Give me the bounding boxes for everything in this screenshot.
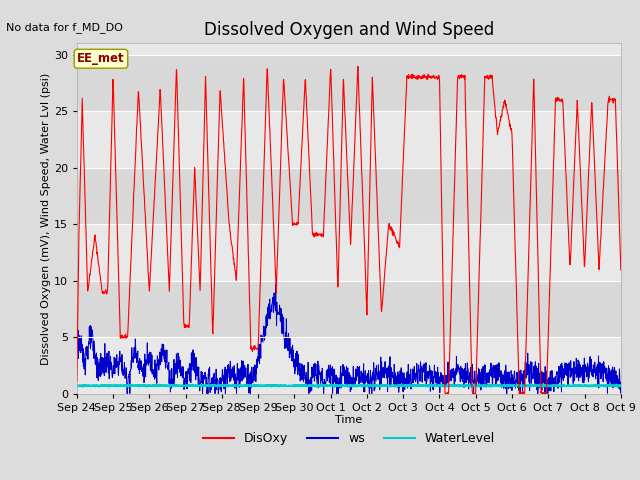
WaterLevel xyxy=(79,384,87,390)
Bar xyxy=(77,168,621,224)
WaterLevel xyxy=(317,382,324,387)
ws xyxy=(502,362,509,368)
DisOxy xyxy=(337,154,345,160)
DisOxy xyxy=(323,151,331,156)
Bar xyxy=(77,55,621,111)
Bar xyxy=(77,337,621,394)
ws xyxy=(124,391,131,396)
WaterLevel xyxy=(602,384,609,389)
ws xyxy=(338,374,346,380)
Line: DisOxy: DisOxy xyxy=(77,66,621,396)
ws xyxy=(272,281,280,287)
WaterLevel xyxy=(502,383,509,389)
Bar xyxy=(77,224,621,281)
DisOxy xyxy=(442,394,449,399)
Line: WaterLevel: WaterLevel xyxy=(77,384,621,387)
ws xyxy=(324,378,332,384)
Legend: DisOxy, ws, WaterLevel: DisOxy, ws, WaterLevel xyxy=(198,427,500,450)
Text: EE_met: EE_met xyxy=(77,52,125,65)
WaterLevel xyxy=(338,383,346,388)
ws xyxy=(602,369,609,375)
ws xyxy=(100,354,108,360)
Line: ws: ws xyxy=(77,284,621,394)
DisOxy xyxy=(602,145,609,151)
Bar xyxy=(77,111,621,168)
Text: No data for f_MD_DO: No data for f_MD_DO xyxy=(6,22,123,33)
WaterLevel xyxy=(101,383,109,388)
WaterLevel xyxy=(617,383,625,388)
Bar xyxy=(77,281,621,337)
WaterLevel xyxy=(73,383,81,389)
DisOxy xyxy=(617,267,625,273)
Title: Dissolved Oxygen and Wind Speed: Dissolved Oxygen and Wind Speed xyxy=(204,21,494,39)
DisOxy xyxy=(100,289,108,295)
WaterLevel xyxy=(602,383,609,389)
WaterLevel xyxy=(324,383,332,388)
ws xyxy=(617,379,625,385)
ws xyxy=(602,369,609,374)
DisOxy xyxy=(502,103,509,109)
Y-axis label: Dissolved Oxygen (mV), Wind Speed, Water Lvl (psi): Dissolved Oxygen (mV), Wind Speed, Water… xyxy=(41,72,51,364)
ws xyxy=(73,342,81,348)
DisOxy xyxy=(73,379,81,384)
X-axis label: Time: Time xyxy=(335,415,362,425)
DisOxy xyxy=(354,63,362,69)
DisOxy xyxy=(602,149,609,155)
